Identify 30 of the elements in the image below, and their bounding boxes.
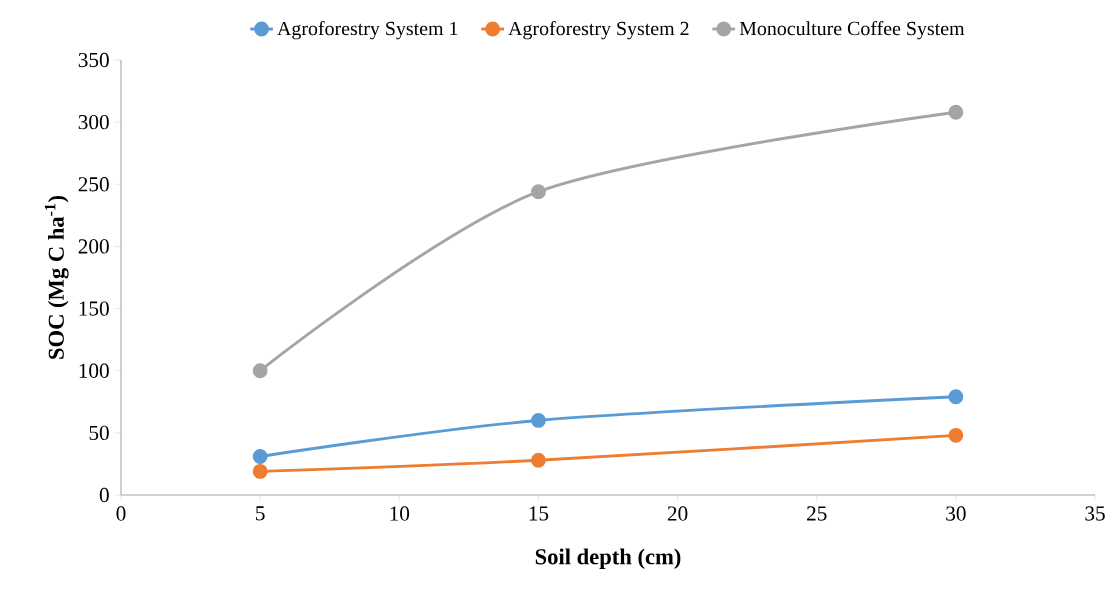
y-tick-label: 200 [78, 239, 109, 254]
y-tick-label: 100 [79, 363, 109, 378]
x-tick-label: 30 [946, 506, 966, 521]
x-tick-label: 0 [116, 506, 126, 521]
y-tick-label: 350 [78, 52, 109, 68]
point [252, 449, 268, 464]
y-tick-label: 0 [99, 487, 109, 503]
x-axis-title: Soil depth (cm) [535, 548, 681, 569]
legend-label: Agroforestry System 1 [277, 21, 458, 40]
point [530, 412, 546, 428]
y-tick-label: 250 [78, 177, 109, 192]
x-tick-label: 15 [529, 506, 549, 521]
point [948, 389, 964, 405]
point [252, 463, 268, 479]
x-tick-label: 5 [256, 506, 265, 521]
legend-label: Monoculture Coffee System [739, 21, 965, 40]
point [948, 427, 964, 443]
point [530, 452, 546, 468]
point [252, 363, 268, 379]
x-tick-label: 25 [807, 506, 827, 521]
y-axis-title: SOC (Mg C ha$^{-1}$) [44, 196, 69, 359]
point [948, 104, 964, 120]
point [530, 184, 546, 200]
y-tick-label: 150 [79, 301, 109, 316]
y-tick-label: 300 [78, 114, 109, 130]
y-tick-label: 50 [89, 425, 109, 441]
x-tick-label: 35 [1085, 506, 1105, 521]
legend-label: Agroforestry System 2 [508, 21, 689, 40]
x-tick-label: 10 [390, 506, 410, 521]
x-tick-label: 20 [667, 506, 688, 521]
